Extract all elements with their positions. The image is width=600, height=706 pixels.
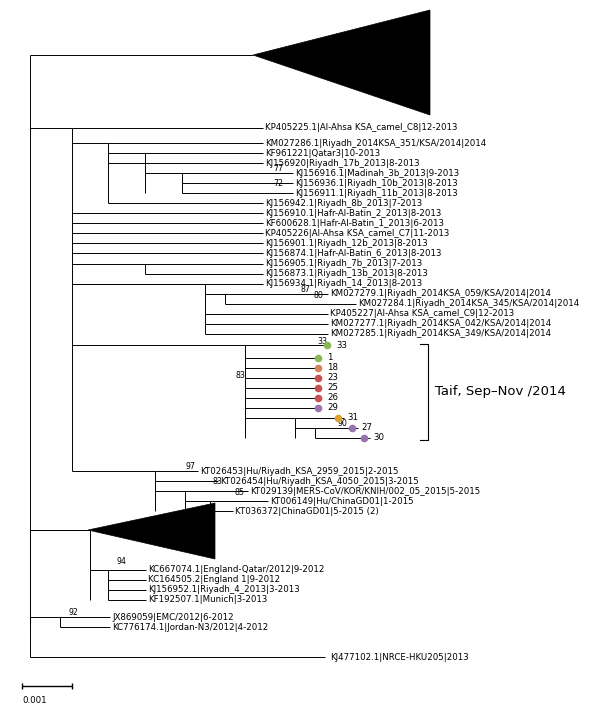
Text: KJ156916.1|Madinah_3b_2013|9-2013: KJ156916.1|Madinah_3b_2013|9-2013 [295, 169, 459, 177]
Text: 23: 23 [327, 373, 338, 383]
Text: 92: 92 [68, 608, 78, 617]
Text: 72: 72 [273, 179, 283, 188]
Text: 83: 83 [212, 477, 222, 486]
Text: KT029139|MERS-CoV/KOR/KNIH/002_05_2015|5-2015: KT029139|MERS-CoV/KOR/KNIH/002_05_2015|5… [250, 486, 480, 496]
Text: JX869059|EMC/2012|6-2012: JX869059|EMC/2012|6-2012 [112, 613, 233, 621]
Text: KT026453|Hu/Riyadh_KSA_2959_2015|2-2015: KT026453|Hu/Riyadh_KSA_2959_2015|2-2015 [200, 467, 398, 476]
Text: 30: 30 [373, 433, 384, 443]
Text: KF192507.1|Munich|3-2013: KF192507.1|Munich|3-2013 [148, 595, 268, 604]
Text: KM027279.1|Riyadh_2014KSA_059/KSA/2014|2014: KM027279.1|Riyadh_2014KSA_059/KSA/2014|2… [330, 289, 551, 299]
Text: 33: 33 [336, 340, 347, 349]
Text: KF600628.1|Hafr-Al-Batin_1_2013|6-2013: KF600628.1|Hafr-Al-Batin_1_2013|6-2013 [265, 218, 444, 227]
Text: KJ156934.1|Riyadh_14_2013|8-2013: KJ156934.1|Riyadh_14_2013|8-2013 [265, 280, 422, 289]
Text: 97: 97 [185, 462, 195, 471]
Text: KP405226|Al-Ahsa KSA_camel_C7|11-2013: KP405226|Al-Ahsa KSA_camel_C7|11-2013 [265, 229, 449, 237]
Polygon shape [88, 503, 215, 559]
Text: 77: 77 [273, 164, 283, 173]
Text: KP405227|Al-Ahsa KSA_camel_C9|12-2013: KP405227|Al-Ahsa KSA_camel_C9|12-2013 [330, 309, 514, 318]
Text: 18: 18 [327, 364, 338, 373]
Text: KT036372|ChinaGD01|5-2015 (2): KT036372|ChinaGD01|5-2015 (2) [235, 506, 379, 515]
Text: KJ477102.1|NRCE-HKU205|2013: KJ477102.1|NRCE-HKU205|2013 [330, 652, 469, 662]
Text: 87: 87 [300, 285, 310, 294]
Text: KF961221|Qatar3|10-2013: KF961221|Qatar3|10-2013 [265, 148, 380, 157]
Text: 33: 33 [317, 337, 327, 346]
Text: KM027284.1|Riyadh_2014KSA_345/KSA/2014|2014: KM027284.1|Riyadh_2014KSA_345/KSA/2014|2… [358, 299, 579, 309]
Text: 90: 90 [337, 419, 347, 428]
Text: KJ156910.1|Hafr-Al-Batin_2_2013|8-2013: KJ156910.1|Hafr-Al-Batin_2_2013|8-2013 [265, 208, 442, 217]
Text: 29: 29 [327, 404, 338, 412]
Text: KC667074.1|England-Qatar/2012|9-2012: KC667074.1|England-Qatar/2012|9-2012 [148, 566, 325, 575]
Text: 25: 25 [327, 383, 338, 393]
Text: 0.001: 0.001 [22, 696, 47, 705]
Text: 31: 31 [347, 414, 358, 422]
Text: KJ156905.1|Riyadh_7b_2013|7-2013: KJ156905.1|Riyadh_7b_2013|7-2013 [265, 260, 422, 268]
Text: KJ156952.1|Riyadh_4_2013|3-2013: KJ156952.1|Riyadh_4_2013|3-2013 [148, 585, 300, 594]
Text: KT006149|Hu/ChinaGD01|1-2015: KT006149|Hu/ChinaGD01|1-2015 [270, 496, 413, 505]
Text: KJ156920|Riyadh_17b_2013|8-2013: KJ156920|Riyadh_17b_2013|8-2013 [265, 159, 419, 167]
Polygon shape [253, 10, 430, 115]
Text: KJ156873.1|Riyadh_13b_2013|8-2013: KJ156873.1|Riyadh_13b_2013|8-2013 [265, 270, 428, 278]
Text: KM027285.1|Riyadh_2014KSA_349/KSA/2014|2014: KM027285.1|Riyadh_2014KSA_349/KSA/2014|2… [330, 330, 551, 338]
Text: 85: 85 [234, 488, 244, 497]
Text: KJ156874.1|Hafr-Al-Batin_6_2013|8-2013: KJ156874.1|Hafr-Al-Batin_6_2013|8-2013 [265, 249, 442, 258]
Text: KC776174.1|Jordan-N3/2012|4-2012: KC776174.1|Jordan-N3/2012|4-2012 [112, 623, 268, 631]
Text: 80: 80 [313, 291, 323, 300]
Text: 1: 1 [327, 354, 332, 362]
Text: KP405225.1|Al-Ahsa KSA_camel_C8|12-2013: KP405225.1|Al-Ahsa KSA_camel_C8|12-2013 [265, 124, 458, 133]
Text: KJ156911.1|Riyadh_11b_2013|8-2013: KJ156911.1|Riyadh_11b_2013|8-2013 [295, 189, 458, 198]
Text: Taif, Sep–Nov /2014: Taif, Sep–Nov /2014 [435, 385, 566, 398]
Text: KJ156936.1|Riyadh_10b_2013|8-2013: KJ156936.1|Riyadh_10b_2013|8-2013 [295, 179, 458, 188]
Text: 94: 94 [116, 557, 126, 566]
Text: KM027286.1|Riyadh_2014KSA_351/KSA/2014|2014: KM027286.1|Riyadh_2014KSA_351/KSA/2014|2… [265, 138, 486, 148]
Text: 26: 26 [327, 393, 338, 402]
Text: KJ156901.1|Riyadh_12b_2013|8-2013: KJ156901.1|Riyadh_12b_2013|8-2013 [265, 239, 428, 248]
Text: 27: 27 [361, 424, 372, 433]
Text: KT026454|Hu/Riyadh_KSA_4050_2015|3-2015: KT026454|Hu/Riyadh_KSA_4050_2015|3-2015 [220, 477, 419, 486]
Text: 83: 83 [235, 371, 245, 380]
Text: KJ156942.1|Riyadh_8b_2013|7-2013: KJ156942.1|Riyadh_8b_2013|7-2013 [265, 198, 422, 208]
Text: KC164505.2|England 1|9-2012: KC164505.2|England 1|9-2012 [148, 575, 280, 585]
Text: KM027277.1|Riyadh_2014KSA_042/KSA/2014|2014: KM027277.1|Riyadh_2014KSA_042/KSA/2014|2… [330, 320, 551, 328]
